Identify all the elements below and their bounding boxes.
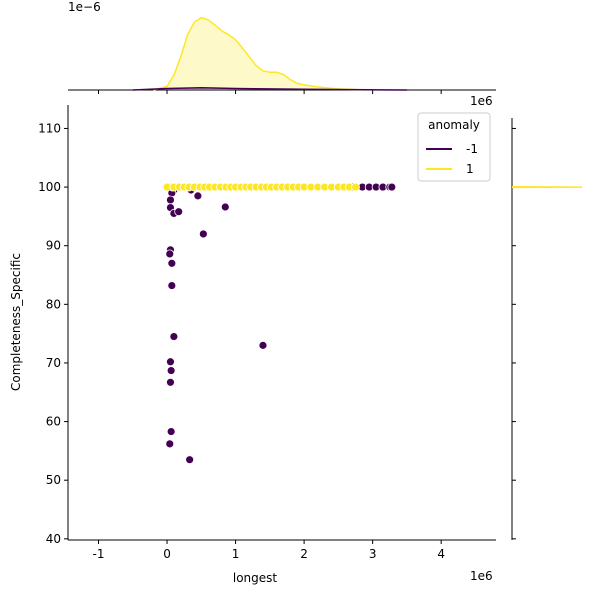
y-tick-label: 80 bbox=[46, 297, 61, 311]
scatter-point bbox=[167, 258, 177, 268]
y-tick-label: 40 bbox=[46, 532, 61, 546]
scatter-point bbox=[258, 340, 268, 350]
scatter-point bbox=[167, 281, 177, 290]
legend-label: -1 bbox=[466, 142, 478, 156]
scatter-point bbox=[166, 377, 175, 387]
x-tick-label: 4 bbox=[437, 547, 445, 561]
scatter-point bbox=[198, 229, 208, 239]
scatter-point bbox=[166, 366, 176, 375]
scatter-point bbox=[387, 182, 397, 192]
legend-title: anomaly bbox=[428, 118, 480, 132]
scatter-point bbox=[193, 191, 203, 201]
y-tick-label: 70 bbox=[46, 356, 61, 370]
legend-label: 1 bbox=[466, 162, 474, 176]
y-axis-label: Completeness_Specific bbox=[9, 253, 23, 391]
scatter-point bbox=[165, 249, 175, 259]
scatter-point bbox=[166, 195, 175, 205]
x-offset-label: 1e6 bbox=[470, 569, 493, 583]
y-tick-label: 50 bbox=[46, 473, 61, 487]
x-tick-label: 0 bbox=[163, 547, 171, 561]
x-tick-label: 3 bbox=[369, 547, 377, 561]
x-tick-label: 1 bbox=[232, 547, 240, 561]
density-line bbox=[153, 16, 366, 91]
x-axis-label: longest bbox=[233, 571, 278, 585]
scatter-point bbox=[166, 357, 175, 367]
y-tick-label: 60 bbox=[46, 415, 61, 429]
scatter-point bbox=[166, 427, 176, 436]
scatter-point bbox=[165, 439, 175, 449]
scatter-point bbox=[169, 332, 179, 341]
top-offset-label: 1e−6 bbox=[68, 0, 101, 14]
y-tick-label: 110 bbox=[38, 121, 61, 135]
density-line bbox=[132, 87, 407, 91]
x-tick-label: 2 bbox=[300, 547, 308, 561]
scatter-point bbox=[351, 182, 360, 192]
density-area bbox=[153, 17, 366, 90]
x-tick-label: -1 bbox=[93, 547, 105, 561]
scatter-point bbox=[174, 207, 184, 217]
density-line bbox=[511, 186, 583, 189]
x-offset-label: 1e6 bbox=[470, 94, 493, 108]
legend-box bbox=[417, 112, 491, 182]
y-tick-label: 100 bbox=[38, 180, 61, 194]
scatter-point bbox=[185, 455, 195, 465]
scatter-point bbox=[220, 202, 230, 212]
y-tick-label: 90 bbox=[46, 239, 61, 253]
